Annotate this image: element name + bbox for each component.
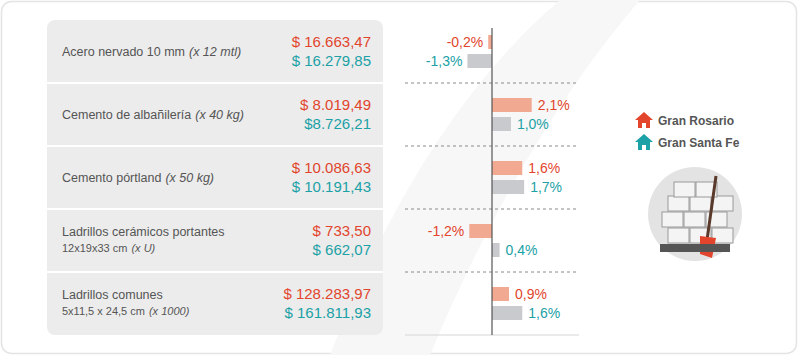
icon-brick (690, 196, 711, 211)
data-label: 1,7% (530, 179, 562, 195)
category-unit: (x 40 kg) (195, 108, 244, 122)
category-unit: (x U) (131, 242, 155, 254)
category-size: 5x11,5 x 24,5 cm (62, 305, 145, 317)
icon-brick (662, 212, 683, 227)
icon-brick (712, 196, 733, 211)
category-unit: (x 50 kg) (165, 171, 214, 185)
data-label: -1,3% (426, 53, 463, 69)
price: $ 16.279,85 (292, 52, 371, 69)
price: $ 662,07 (313, 241, 371, 258)
bar (467, 54, 492, 68)
bar (492, 243, 500, 257)
chart-svg: Acero nervado 10 mm (x 12 mtl) $ 16.663,47… (0, 0, 798, 355)
data-label: -1,2% (428, 223, 465, 239)
category-label: Ladrillos cerámicos portantes (62, 225, 225, 239)
bricks-icon (648, 167, 742, 261)
price: $ 10.191,43 (292, 178, 371, 195)
price: $ 16.663,47 (292, 33, 371, 50)
data-label: 0,4% (506, 242, 538, 258)
row-separator (47, 271, 383, 273)
bar (492, 306, 522, 320)
category-name: Cemento pórtland (62, 171, 161, 185)
bars (467, 35, 531, 320)
bar (492, 117, 511, 131)
bar (492, 287, 509, 301)
price: $ 161.811,93 (285, 304, 371, 321)
bar (492, 161, 522, 175)
bar (492, 180, 524, 194)
table-panel (47, 20, 383, 335)
legend-icon (635, 112, 653, 128)
legend-icon (635, 134, 653, 150)
price: $ 8.019,49 (300, 96, 371, 113)
data-label: 0,9% (515, 286, 547, 302)
category-size: 12x19x33 cm (62, 242, 127, 254)
category-detail: 5x11,5 x 24,5 cm (x 1000) (62, 305, 190, 317)
row-separator (47, 208, 383, 210)
icon-pallet (660, 244, 730, 252)
data-label: 1,6% (528, 305, 560, 321)
icon-brick (668, 228, 689, 243)
row-separator (47, 145, 383, 147)
icon-shovel-handle (707, 176, 716, 240)
legend-label: Gran Santa Fe (658, 136, 740, 150)
category-name: Ladrillos cerámicos portantes (62, 225, 225, 239)
icon-brick (684, 212, 705, 227)
icon-circle (648, 167, 742, 261)
category-name: Cemento de albañilería (62, 108, 191, 122)
category-name: Acero nervado 10 mm (62, 45, 185, 59)
data-label: -0,2% (447, 34, 484, 50)
data-label: 1,6% (528, 160, 560, 176)
category-label: Acero nervado 10 mm (x 12 mtl) (62, 45, 241, 59)
data-label: 2,1% (538, 97, 570, 113)
price: $ 733,50 (313, 222, 371, 239)
category-unit: (x 12 mtl) (189, 45, 241, 59)
category-label: Cemento pórtland (x 50 kg) (62, 171, 214, 185)
price: $8.726,21 (304, 115, 371, 132)
legend-label: Gran Rosario (658, 114, 734, 128)
data-label: 1,0% (517, 116, 549, 132)
price: $ 128.283,97 (283, 285, 371, 302)
zero-line (491, 28, 492, 335)
bar (469, 224, 492, 238)
price: $ 10.086,63 (292, 159, 371, 176)
category-label: Ladrillos comunes (62, 288, 163, 302)
bar (492, 98, 532, 112)
category-label: Cemento de albañilería (x 40 kg) (62, 108, 244, 122)
row-separator (47, 82, 383, 84)
icon-brick (674, 182, 695, 197)
category-name: Ladrillos comunes (62, 288, 163, 302)
category-detail: 12x19x33 cm (x U) (62, 242, 156, 254)
chart-root: Acero nervado 10 mm (x 12 mtl) $ 16.663,47… (0, 0, 798, 355)
category-unit: (x 1000) (149, 305, 190, 317)
icon-brick (668, 196, 689, 211)
